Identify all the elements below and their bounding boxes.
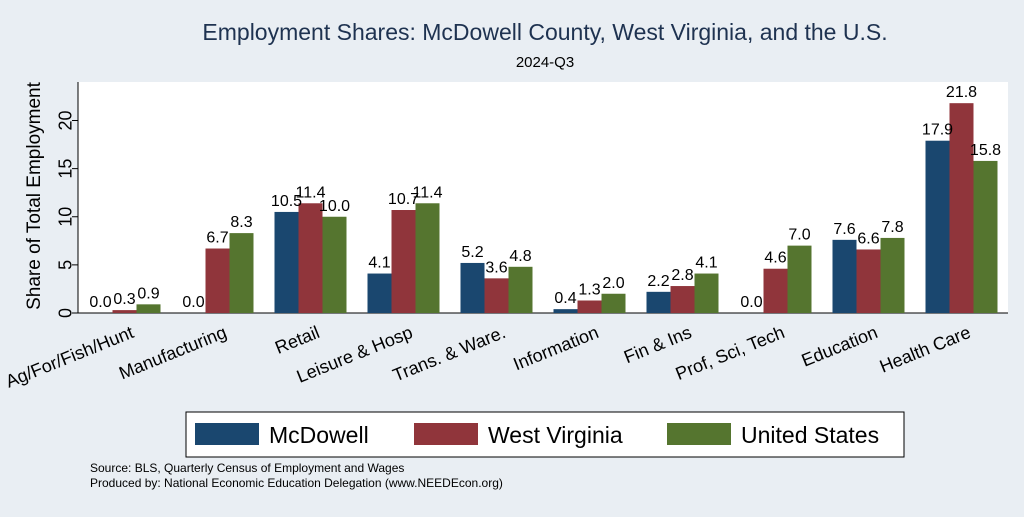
bar-series-group bbox=[112, 103, 998, 313]
bar-west-virginia bbox=[112, 310, 137, 313]
legend-swatch bbox=[667, 423, 731, 445]
data-label: 6.6 bbox=[857, 230, 879, 247]
data-label: 10.0 bbox=[319, 198, 350, 215]
data-label: 17.9 bbox=[922, 122, 953, 139]
data-label: 7.8 bbox=[881, 219, 903, 236]
x-tick-label: Retail bbox=[272, 322, 322, 358]
bar-united-states bbox=[694, 273, 719, 313]
legend-label: United States bbox=[741, 422, 879, 448]
data-label: 15.8 bbox=[970, 142, 1001, 159]
data-label: 4.1 bbox=[368, 255, 390, 272]
x-tick-label: Education bbox=[799, 322, 881, 371]
data-label: 4.1 bbox=[695, 255, 717, 272]
y-axis-label: Share of Total Employment bbox=[24, 81, 45, 309]
bar-west-virginia bbox=[391, 210, 416, 313]
y-tick-label: 20 bbox=[55, 110, 75, 130]
bar-mcdowell bbox=[925, 140, 950, 313]
data-label: 10.7 bbox=[388, 191, 419, 208]
data-label: 7.0 bbox=[788, 227, 810, 244]
chart-title: Employment Shares: McDowell County, West… bbox=[202, 19, 887, 45]
bar-west-virginia bbox=[949, 103, 974, 313]
legend-items: McDowell West Virginia United States bbox=[195, 422, 879, 448]
data-label: 0.4 bbox=[554, 290, 576, 307]
legend-label: McDowell bbox=[269, 422, 369, 448]
bar-west-virginia bbox=[298, 203, 323, 313]
y-tick-label: 5 bbox=[55, 260, 75, 270]
bar-united-states bbox=[136, 304, 161, 313]
data-label: 5.2 bbox=[461, 244, 483, 261]
data-label: 3.6 bbox=[485, 259, 507, 276]
bar-mcdowell bbox=[367, 273, 392, 313]
bar-west-virginia bbox=[577, 300, 602, 313]
data-label: 0.9 bbox=[137, 285, 159, 302]
y-axis-ticks: 0 5 10 15 20 bbox=[55, 110, 78, 318]
y-tick-label: 0 bbox=[55, 308, 75, 318]
bar-united-states bbox=[973, 160, 998, 313]
data-label: 0.0 bbox=[740, 294, 762, 311]
bar-west-virginia bbox=[484, 278, 509, 313]
data-label: 11.4 bbox=[413, 184, 443, 201]
bar-united-states bbox=[880, 237, 905, 313]
data-label: 7.6 bbox=[833, 221, 855, 238]
data-label: 6.7 bbox=[206, 230, 228, 247]
x-tick-label: Health Care bbox=[877, 322, 974, 377]
data-label: 10.5 bbox=[271, 193, 302, 210]
data-label: 8.3 bbox=[230, 214, 252, 231]
data-label: 4.8 bbox=[509, 248, 531, 265]
bar-mcdowell bbox=[646, 291, 671, 313]
data-label: 2.8 bbox=[671, 267, 693, 284]
data-label: 2.2 bbox=[647, 273, 669, 290]
bar-west-virginia bbox=[670, 286, 695, 313]
bar-mcdowell bbox=[832, 239, 857, 313]
data-label: 2.0 bbox=[602, 275, 624, 292]
data-label: 0.0 bbox=[89, 294, 111, 311]
bar-united-states bbox=[229, 233, 254, 313]
data-label: 0.3 bbox=[113, 291, 135, 308]
y-tick-label: 15 bbox=[55, 159, 75, 179]
bar-united-states bbox=[415, 203, 440, 313]
x-tick-label: Information bbox=[510, 322, 601, 374]
source-note: Source: BLS, Quarterly Census of Employm… bbox=[90, 461, 404, 475]
produced-by-note: Produced by: National Economic Education… bbox=[90, 476, 503, 490]
x-tick-label: Manufacturing bbox=[116, 322, 229, 383]
bar-west-virginia bbox=[205, 248, 230, 313]
bar-mcdowell bbox=[553, 309, 578, 313]
bar-united-states bbox=[508, 266, 533, 313]
legend-swatch bbox=[195, 423, 259, 445]
legend-label: West Virginia bbox=[488, 422, 623, 448]
data-label: 0.0 bbox=[182, 294, 204, 311]
y-tick-label: 10 bbox=[55, 207, 75, 227]
bar-west-virginia bbox=[856, 249, 881, 313]
data-label: 11.4 bbox=[296, 184, 326, 201]
x-tick-label: Ag/For/Fish/Hunt bbox=[3, 322, 137, 392]
legend-box bbox=[185, 411, 905, 458]
bar-mcdowell bbox=[274, 211, 299, 313]
bar-united-states bbox=[322, 216, 347, 313]
bar-west-virginia bbox=[763, 268, 788, 313]
legend-swatch bbox=[414, 423, 478, 445]
data-label: 4.6 bbox=[764, 250, 786, 267]
legend: McDowell West Virginia United States bbox=[185, 411, 905, 458]
bar-united-states bbox=[601, 293, 626, 313]
bar-mcdowell bbox=[460, 262, 485, 313]
bar-united-states bbox=[787, 245, 812, 313]
chart-subtitle: 2024-Q3 bbox=[516, 54, 574, 71]
data-label: 21.8 bbox=[946, 84, 977, 101]
data-label: 1.3 bbox=[578, 281, 600, 298]
value-labels-group: 0.0 0.3 0.90.06.78.310.511.410.04.110.711.… bbox=[89, 84, 1001, 311]
